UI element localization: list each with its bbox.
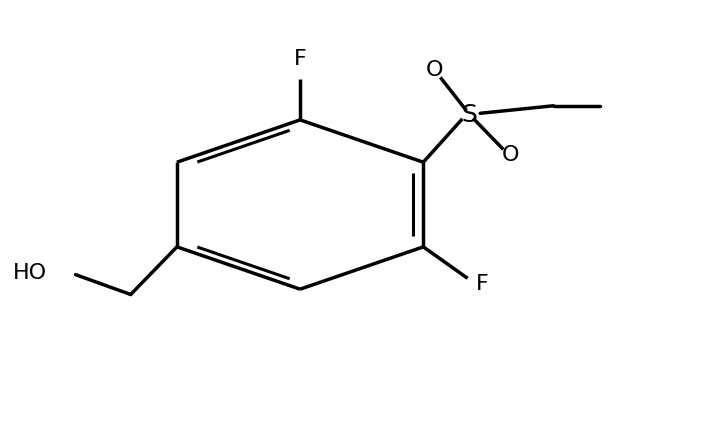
Text: F: F	[293, 49, 306, 69]
Text: O: O	[426, 60, 443, 81]
Text: F: F	[476, 274, 488, 294]
Text: HO: HO	[13, 263, 47, 283]
Text: S: S	[461, 103, 478, 127]
Text: O: O	[502, 144, 519, 164]
